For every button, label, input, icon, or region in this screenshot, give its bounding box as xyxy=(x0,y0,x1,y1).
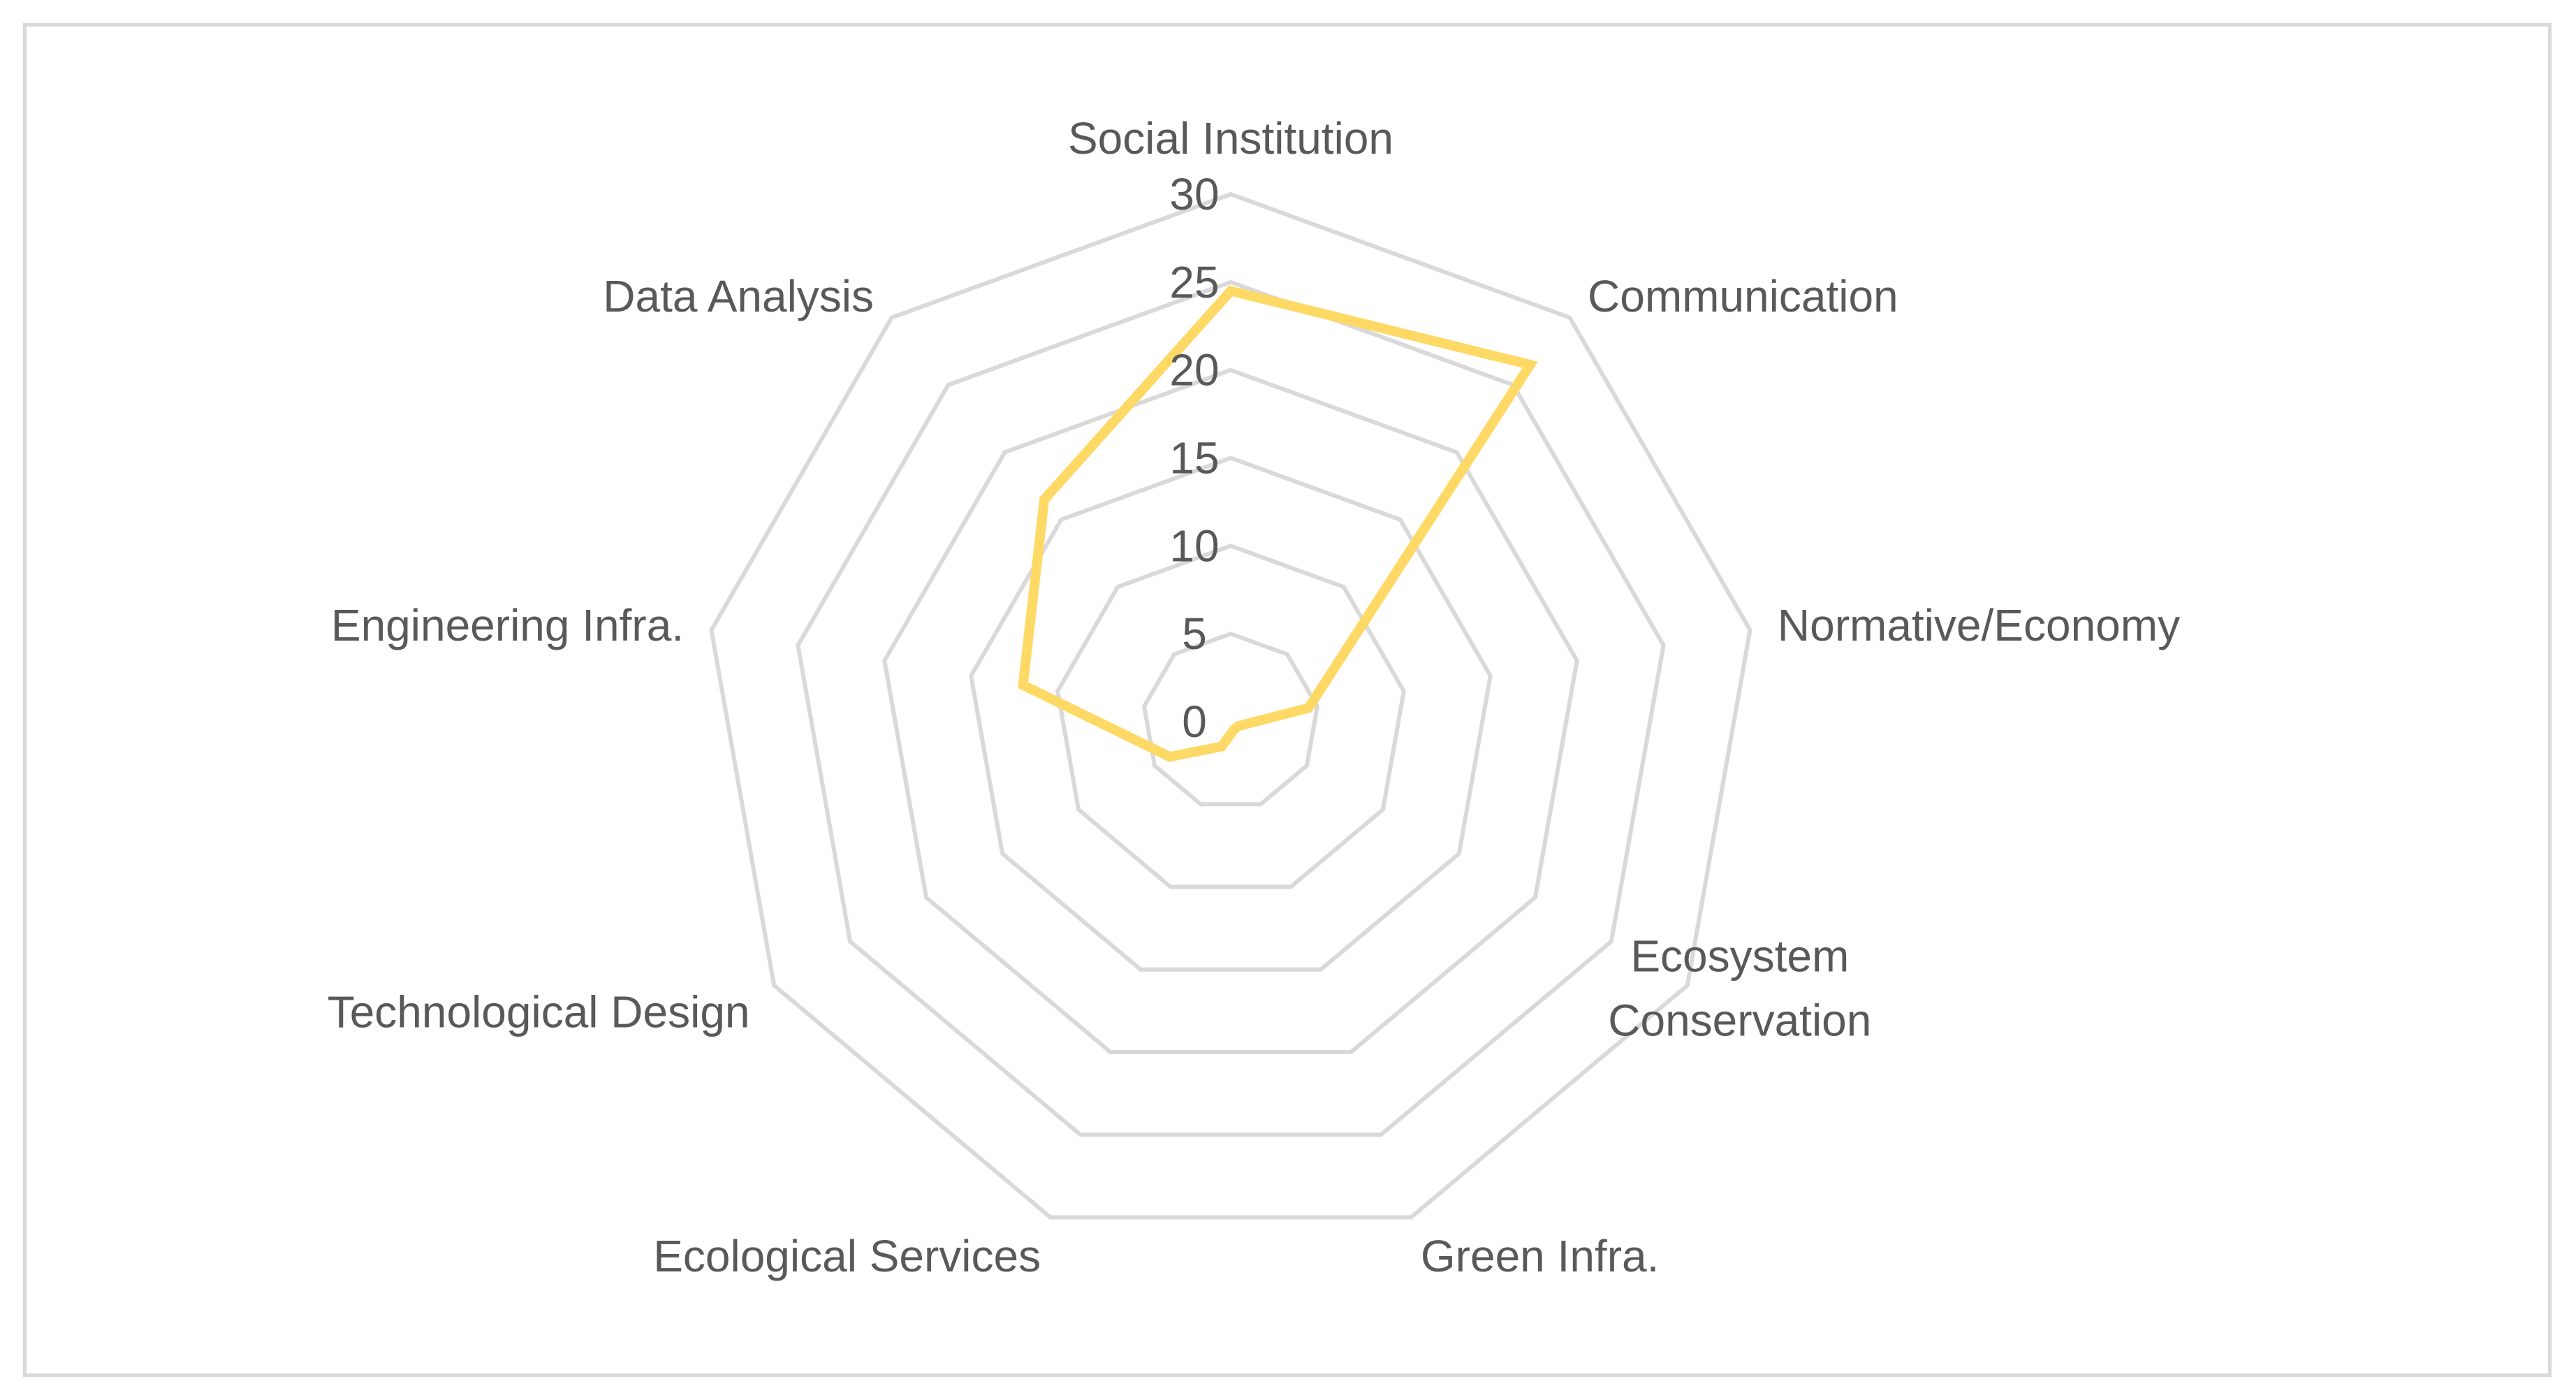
grid-ring-5 xyxy=(1141,632,1320,807)
chart-frame xyxy=(23,23,2552,1377)
tick-label-25: 25 xyxy=(1169,257,1219,307)
label-layer: Social Institution Communication Normative… xyxy=(328,113,2180,1281)
category-label-ecological-services: Ecological Services xyxy=(653,1231,1041,1281)
grid-ring-20 xyxy=(882,367,1579,1054)
tick-label-10: 10 xyxy=(1169,520,1219,571)
category-label-technological-design: Technological Design xyxy=(328,987,750,1037)
category-label-normative-economy: Normative/Economy xyxy=(1778,600,2180,650)
grid-ring-25 xyxy=(796,279,1666,1137)
grid-layer xyxy=(709,191,1752,1220)
tick-label-20: 20 xyxy=(1169,345,1219,395)
series-line-0 xyxy=(1018,285,1538,762)
grid-ring-15 xyxy=(969,455,1493,972)
tick-label-0: 0 xyxy=(1182,697,1207,747)
tick-label-15: 15 xyxy=(1169,433,1219,483)
category-label-green-infra-: Green Infra. xyxy=(1421,1231,1659,1281)
tick-layer: 0 5 10 15 20 25 30 xyxy=(1169,169,1219,747)
tick-label-30: 30 xyxy=(1169,169,1219,219)
category-label-data-analysis: Data Analysis xyxy=(603,271,874,321)
grid-ring-10 xyxy=(1055,544,1406,889)
tick-label-5: 5 xyxy=(1182,608,1207,659)
series-layer xyxy=(1018,285,1538,762)
category-label-social-institution: Social Institution xyxy=(1068,113,1393,163)
category-label-ecosystem-conservation: Ecosystem Conservation xyxy=(1608,931,1871,1046)
category-label-engineering-infra-: Engineering Infra. xyxy=(331,600,684,650)
grid-ring-30 xyxy=(709,191,1752,1220)
category-label-communication: Communication xyxy=(1588,271,1898,321)
